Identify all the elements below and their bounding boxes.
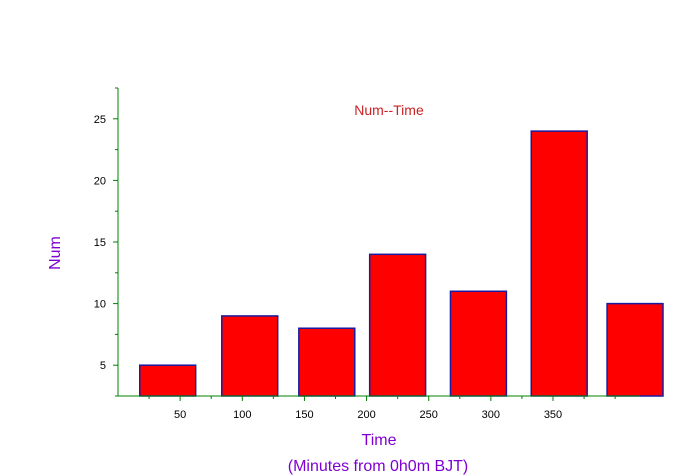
- x-tick-label: 50: [174, 409, 186, 421]
- bar-4: [449, 290, 508, 397]
- x-tick-label: 250: [420, 409, 438, 421]
- x-tick-label: 100: [233, 409, 251, 421]
- x-tick-label: 200: [357, 409, 375, 421]
- x-tick-label: 300: [482, 409, 500, 421]
- y-ticks: 5 10 15 20 25: [94, 87, 118, 397]
- x-ticks: 50 100 150 200 250 300 350: [148, 396, 616, 421]
- y-tick-label: 20: [94, 175, 106, 187]
- x-tick-label: 150: [295, 409, 313, 421]
- x-tick-label: 350: [544, 409, 562, 421]
- y-tick-label: 25: [94, 114, 106, 126]
- chart-title: Num--Time: [354, 102, 424, 118]
- bar-0: [139, 364, 197, 397]
- bar-6: [606, 302, 664, 397]
- x-axis-title: Time: [362, 432, 397, 449]
- bar-2: [298, 327, 356, 397]
- y-tick-label: 10: [94, 299, 106, 311]
- bars: [139, 130, 664, 397]
- y-axis-title: Num: [47, 236, 64, 270]
- bar-3: [368, 253, 427, 397]
- bar-1: [221, 315, 279, 397]
- y-tick-label: 5: [100, 360, 106, 372]
- bar-5: [530, 130, 588, 397]
- x-axis-subtitle: (Minutes from 0h0m BJT): [288, 458, 468, 475]
- y-tick-label: 15: [94, 237, 106, 249]
